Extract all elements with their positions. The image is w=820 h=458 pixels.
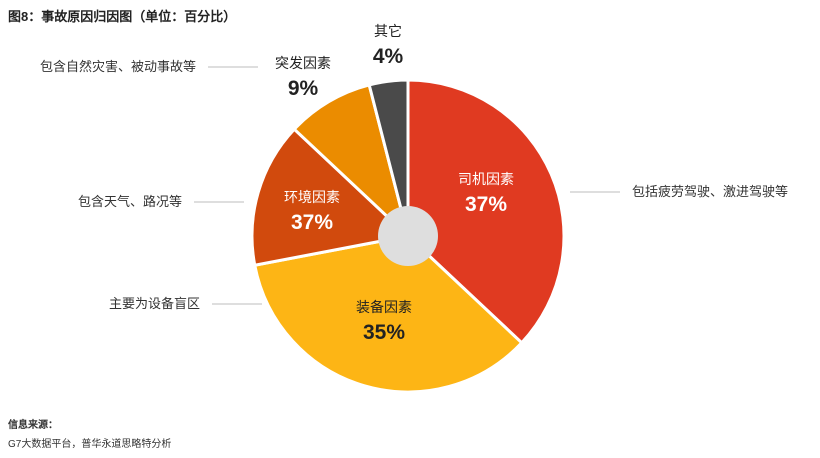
slice-label-environment-value: 37% — [291, 211, 333, 234]
source-label: 信息来源： — [8, 420, 58, 431]
source-text: G7大数据平台，普华永道思略特分析 — [8, 439, 172, 450]
annotation-slice-equipment: 主要为设备盲区 — [109, 296, 200, 311]
slice-driver — [406, 78, 566, 345]
slice-label-driver-value: 37% — [465, 193, 507, 216]
annotation-slice-sudden: 包含自然灾害、被动事故等 — [40, 59, 196, 74]
annotation-slice-environment: 包含天气、路况等 — [78, 194, 182, 209]
slice-label-equipment-name: 装备因素 — [356, 299, 412, 315]
slice-label-environment-name: 环境因素 — [284, 189, 340, 205]
slice-sudden — [292, 83, 411, 241]
slice-label-driver-name: 司机因素 — [458, 171, 514, 187]
slice-label-sudden-value: 9% — [288, 77, 319, 100]
slice-environment — [250, 127, 412, 267]
chart-title: 图8：事故原因归因图（单位：百分比） — [8, 9, 237, 24]
slice-equipment — [253, 234, 524, 394]
slice-label-sudden-name: 突发因素 — [275, 55, 331, 71]
slice-label-equipment-value: 35% — [363, 321, 405, 344]
slice-label-other-value: 4% — [373, 45, 404, 68]
donut-center — [378, 206, 438, 266]
slice-label-other-name: 其它 — [374, 23, 402, 39]
annotation-slice-driver: 包括疲劳驾驶、激进驾驶等 — [632, 184, 788, 199]
slice-other — [367, 78, 410, 237]
